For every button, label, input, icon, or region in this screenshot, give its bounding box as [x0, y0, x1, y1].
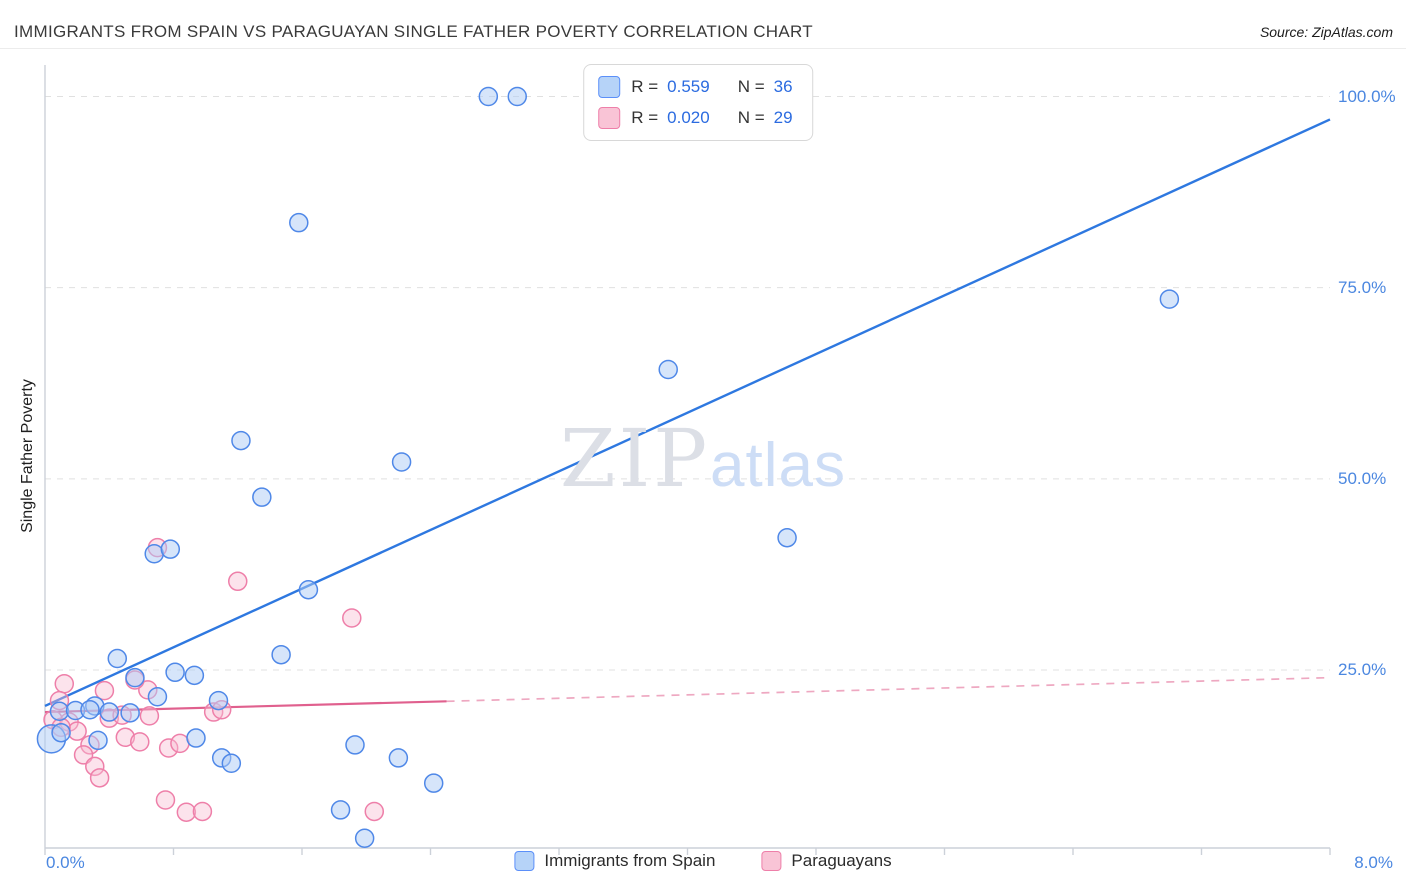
r-label: R =	[631, 108, 659, 127]
x-axis-min-label: 0.0%	[46, 853, 85, 872]
n-label: N =	[737, 108, 765, 127]
paraguayans-swatch	[761, 851, 782, 871]
spain-legend-swatch	[598, 76, 621, 98]
point-spain[interactable]	[160, 539, 181, 559]
point-spain[interactable]	[49, 701, 70, 722]
point-spain[interactable]	[147, 687, 168, 707]
paraguayans-legend-swatch	[598, 107, 621, 129]
point-paraguayans[interactable]	[67, 721, 87, 741]
point-spain[interactable]	[478, 86, 499, 107]
point-spain[interactable]	[330, 800, 351, 820]
legend-item-paraguayans: Paraguayans	[761, 851, 892, 871]
point-paraguayans[interactable]	[155, 790, 176, 810]
point-paraguayans[interactable]	[139, 706, 160, 726]
header-divider	[0, 48, 1406, 49]
point-spain[interactable]	[99, 702, 119, 722]
point-paraguayans[interactable]	[94, 680, 115, 701]
point-spain[interactable]	[1159, 289, 1180, 309]
point-spain[interactable]	[289, 212, 309, 233]
legend-item-spain: Immigrants from Spain	[514, 851, 715, 871]
r-value-paraguayans: 0.020	[667, 108, 710, 127]
n-label: N =	[737, 77, 765, 96]
point-paraguayans[interactable]	[130, 732, 150, 752]
point-spain[interactable]	[51, 722, 71, 743]
point-paraguayans[interactable]	[54, 674, 75, 694]
n-value-spain: 36	[773, 77, 793, 96]
point-paraguayans[interactable]	[115, 727, 136, 748]
point-spain[interactable]	[107, 648, 128, 669]
r-value-spain: 0.559	[667, 77, 710, 96]
legend-row-spain: R = 0.559 N = 36	[598, 76, 793, 98]
point-spain[interactable]	[345, 735, 365, 755]
point-spain[interactable]	[354, 828, 375, 848]
point-spain[interactable]	[120, 703, 140, 723]
r-label: R =	[631, 77, 659, 96]
point-spain[interactable]	[186, 728, 206, 748]
y-tick-label: 25.0%	[1338, 660, 1387, 679]
legend-item-paraguayans-label: Paraguayans	[791, 851, 892, 870]
x-axis-max-label: 8.0%	[1354, 853, 1393, 872]
point-paraguayans[interactable]	[158, 738, 179, 758]
correlation-legend: R = 0.559 N = 36 R = 0.020 N = 29	[583, 64, 814, 141]
spain-swatch	[514, 851, 535, 871]
y-tick-label: 50.0%	[1338, 468, 1387, 488]
point-paraguayans[interactable]	[170, 733, 190, 754]
point-spain[interactable]	[80, 700, 100, 720]
point-spain[interactable]	[208, 690, 229, 711]
point-spain[interactable]	[252, 487, 272, 507]
y-tick-label: 75.0%	[1338, 277, 1387, 297]
point-spain[interactable]	[391, 452, 412, 472]
legend-row-paraguayans: R = 0.020 N = 29	[598, 107, 793, 129]
point-paraguayans[interactable]	[85, 756, 105, 777]
point-paraguayans[interactable]	[342, 608, 362, 628]
point-paraguayans[interactable]	[364, 801, 385, 822]
point-spain[interactable]	[165, 662, 185, 683]
n-value-paraguayans: 29	[773, 108, 793, 127]
trend-line-paraguayans-extrapolated	[446, 676, 1331, 703]
point-paraguayans[interactable]	[89, 768, 110, 788]
point-spain[interactable]	[298, 579, 319, 600]
point-spain[interactable]	[658, 359, 678, 380]
point-spain[interactable]	[144, 544, 164, 564]
point-paraguayans[interactable]	[228, 571, 248, 592]
source-credit: Source: ZipAtlas.com	[1259, 24, 1393, 40]
point-spain[interactable]	[221, 753, 242, 774]
legend-item-spain-label: Immigrants from Spain	[544, 851, 716, 870]
point-spain[interactable]	[88, 730, 108, 751]
series-legend: Immigrants from Spain Paraguayans	[514, 851, 892, 871]
point-paraguayans[interactable]	[176, 802, 197, 822]
point-spain[interactable]	[231, 430, 251, 451]
point-spain[interactable]	[184, 665, 205, 686]
point-spain[interactable]	[777, 527, 797, 548]
y-tick-label: 100.0%	[1338, 86, 1396, 106]
point-spain[interactable]	[388, 748, 409, 768]
trend-line-spain	[44, 118, 1331, 708]
point-spain[interactable]	[507, 86, 527, 107]
point-spain[interactable]	[271, 644, 291, 665]
chart-title: IMMIGRANTS FROM SPAIN VS PARAGUAYAN SING…	[14, 22, 813, 41]
point-paraguayans[interactable]	[192, 801, 213, 822]
point-spain[interactable]	[423, 773, 444, 793]
point-spain[interactable]	[125, 667, 145, 688]
